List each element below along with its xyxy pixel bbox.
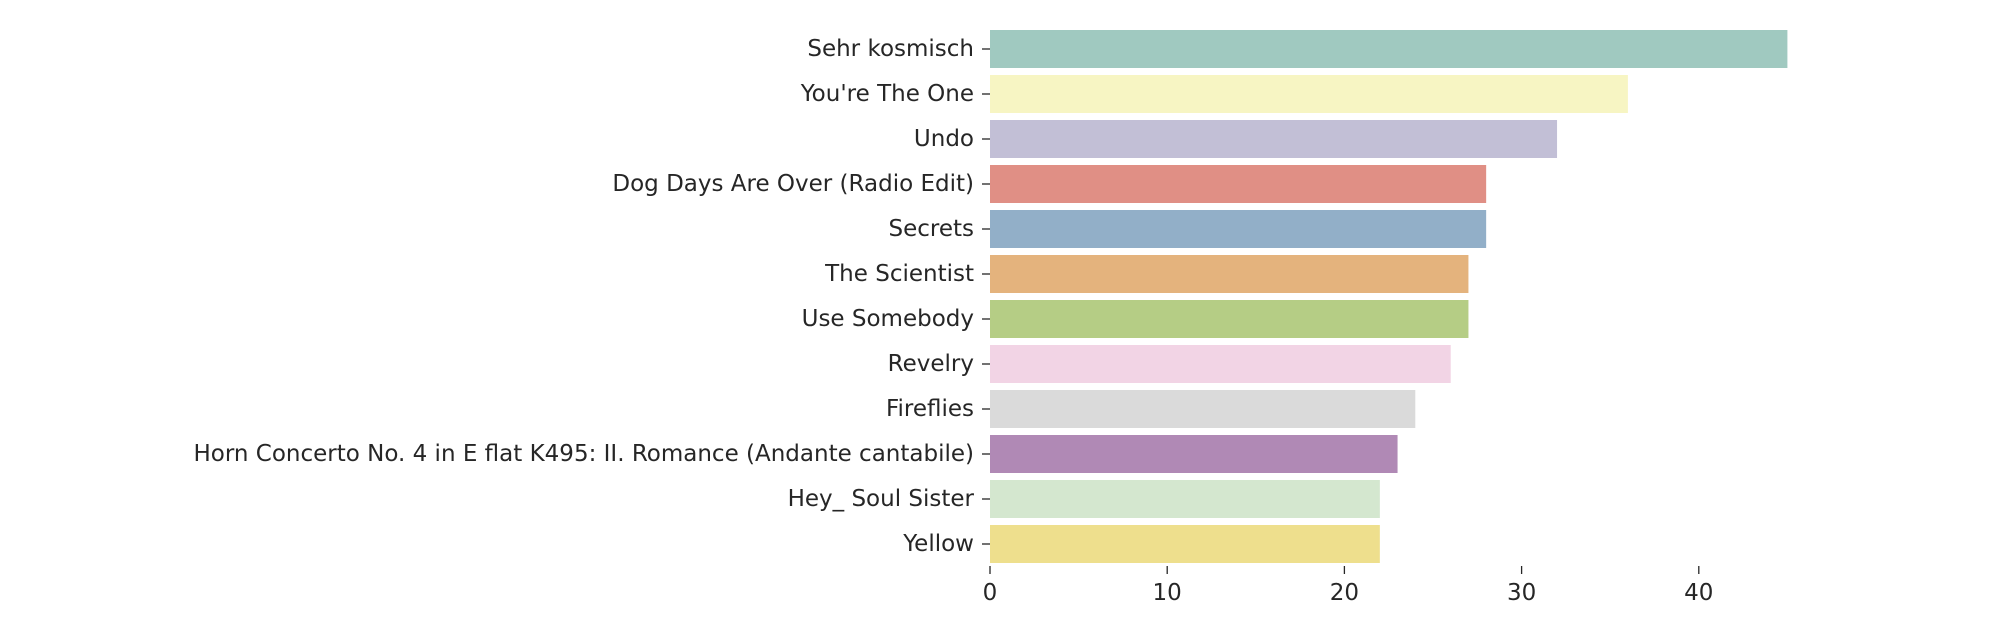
category-label: Dog Days Are Over (Radio Edit) xyxy=(612,171,974,197)
category-label: Horn Concerto No. 4 in E flat K495: II. … xyxy=(193,441,974,467)
category-label: You're The One xyxy=(800,81,974,107)
bar xyxy=(990,255,1469,293)
category-label: Fireflies xyxy=(886,396,974,422)
category-label: Hey_ Soul Sister xyxy=(788,486,975,512)
x-axis: 0 10 20 30 40 xyxy=(983,566,1713,606)
bar xyxy=(990,210,1487,248)
category-label: Use Somebody xyxy=(802,306,974,332)
bar xyxy=(990,300,1469,338)
bars-group xyxy=(990,30,1788,563)
x-tick-label: 0 xyxy=(983,580,998,606)
category-label: The Scientist xyxy=(824,261,974,287)
x-tick-label: 40 xyxy=(1684,580,1713,606)
category-label: Sehr kosmisch xyxy=(807,36,974,62)
category-label: Revelry xyxy=(888,351,974,377)
bar xyxy=(990,30,1788,68)
category-label: Yellow xyxy=(902,531,974,557)
category-label: Undo xyxy=(914,126,974,152)
bar xyxy=(990,75,1628,113)
bar xyxy=(990,390,1416,428)
bar xyxy=(990,345,1451,383)
bar xyxy=(990,165,1487,203)
category-labels: Sehr kosmisch You're The One Undo Dog Days … xyxy=(193,36,990,557)
x-tick-label: 10 xyxy=(1153,580,1182,606)
bar xyxy=(990,435,1398,473)
x-tick-label: 20 xyxy=(1330,580,1359,606)
bar xyxy=(990,120,1558,158)
category-label: Secrets xyxy=(889,216,975,242)
bar xyxy=(990,525,1380,563)
x-tick-label: 30 xyxy=(1507,580,1536,606)
bar xyxy=(990,480,1380,518)
